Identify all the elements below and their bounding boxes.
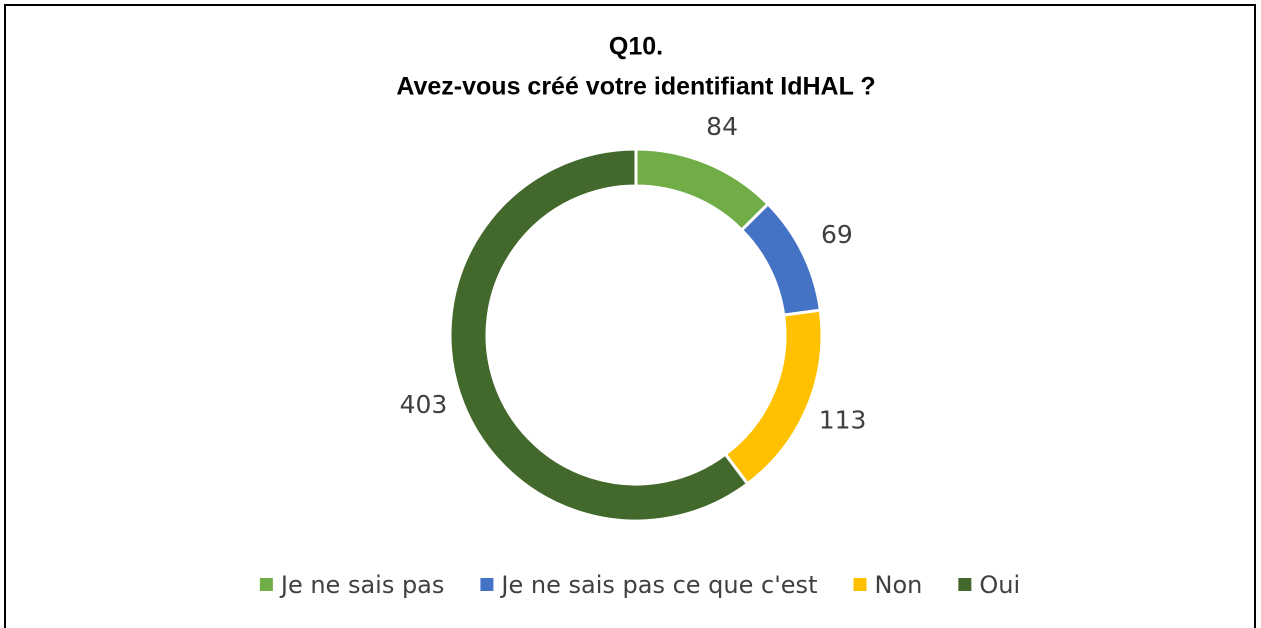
legend-label: Je ne sais pas — [279, 571, 445, 599]
data-label: 403 — [400, 390, 448, 419]
legend-swatch — [480, 578, 494, 591]
legend-swatch — [259, 578, 273, 591]
legend-swatch — [958, 578, 972, 591]
chart-title-line: Avez-vous créé votre identifiant IdHAL ? — [396, 73, 875, 101]
chart-title-line: Q10. — [609, 33, 663, 61]
legend-label: Je ne sais pas ce que c'est — [499, 571, 817, 599]
legend-swatch — [853, 578, 867, 591]
chart-frame — [4, 4, 1256, 628]
donut-segment — [448, 147, 750, 523]
legend-label: Oui — [979, 571, 1020, 599]
data-label: 113 — [819, 406, 867, 435]
data-label: 69 — [821, 220, 853, 249]
data-label: 84 — [706, 112, 738, 141]
legend-label: Non — [874, 571, 922, 599]
